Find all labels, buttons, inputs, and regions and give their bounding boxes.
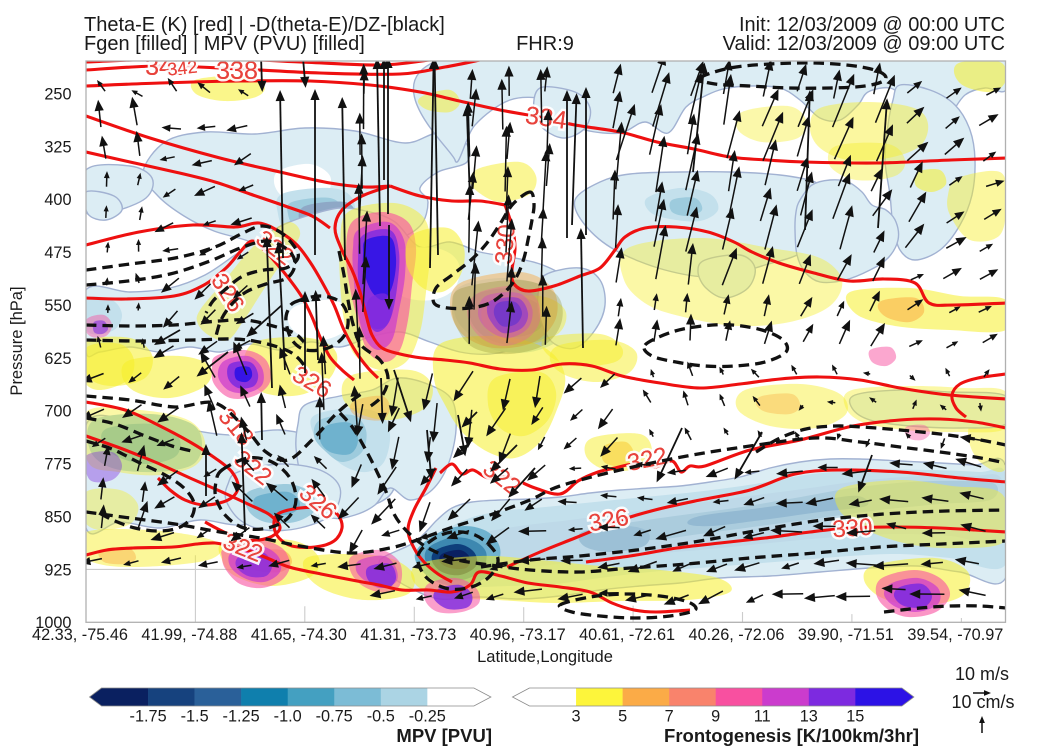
svg-text:40.96, -73.17: 40.96, -73.17	[470, 626, 566, 644]
svg-text:MPV [PVU]: MPV [PVU]	[396, 725, 492, 746]
svg-text:Init: 12/03/2009 @ 00:00 UTC: Init: 12/03/2009 @ 00:00 UTC	[739, 14, 1005, 36]
svg-text:-0.25: -0.25	[409, 708, 446, 726]
svg-text:Theta-E (K) [red] | -D(theta-E: Theta-E (K) [red] | -D(theta-E)/DZ-[blac…	[84, 14, 445, 36]
svg-text:850: 850	[44, 509, 71, 527]
svg-text:Pressure [hPa]: Pressure [hPa]	[8, 286, 26, 395]
svg-text:475: 475	[44, 244, 71, 262]
svg-text:Fgen [filled] | MPV (PVU) [fil: Fgen [filled] | MPV (PVU) [filled]	[84, 33, 365, 55]
svg-text:550: 550	[44, 297, 71, 315]
svg-text:Valid: 12/03/2009 @ 09:00 UTC: Valid: 12/03/2009 @ 09:00 UTC	[723, 33, 1005, 55]
svg-text:13: 13	[800, 708, 818, 726]
svg-text:39.54, -70.97: 39.54, -70.97	[907, 626, 1003, 644]
svg-text:Frontogenesis [K/100km/3hr]: Frontogenesis [K/100km/3hr]	[664, 725, 919, 746]
svg-text:400: 400	[44, 191, 71, 209]
svg-text:11: 11	[754, 708, 771, 726]
svg-text:1000: 1000	[35, 614, 71, 632]
svg-text:625: 625	[44, 350, 71, 368]
svg-text:3: 3	[571, 708, 580, 726]
svg-text:342: 342	[145, 53, 187, 81]
svg-text:250: 250	[44, 85, 71, 103]
svg-text:775: 775	[44, 456, 71, 474]
svg-text:338: 338	[216, 57, 258, 85]
svg-text:39.90, -71.51: 39.90, -71.51	[798, 626, 894, 644]
svg-text:700: 700	[44, 403, 71, 421]
svg-text:342: 342	[145, 53, 187, 81]
svg-text:-1.25: -1.25	[223, 708, 260, 726]
svg-text:-1.5: -1.5	[181, 708, 209, 726]
svg-text:41.65, -74.30: 41.65, -74.30	[251, 626, 347, 644]
svg-text:338: 338	[216, 57, 258, 85]
svg-text:9: 9	[711, 708, 720, 726]
svg-text:Latitude,Longitude: Latitude,Longitude	[477, 648, 613, 666]
svg-text:40.26, -72.06: 40.26, -72.06	[689, 626, 785, 644]
svg-text:5: 5	[618, 708, 627, 726]
svg-text:41.31, -73.73: 41.31, -73.73	[360, 626, 456, 644]
svg-text:40.61, -72.61: 40.61, -72.61	[579, 626, 675, 644]
svg-text:42.33, -75.46: 42.33, -75.46	[32, 626, 128, 644]
svg-text:330: 330	[490, 223, 520, 265]
svg-text:-0.5: -0.5	[367, 708, 395, 726]
svg-text:-1.75: -1.75	[130, 708, 167, 726]
svg-text:FHR:9: FHR:9	[516, 33, 574, 55]
svg-text:-1.0: -1.0	[274, 708, 302, 726]
svg-text:342: 342	[166, 57, 198, 80]
svg-text:10 cm/s: 10 cm/s	[951, 692, 1014, 712]
svg-text:10 m/s: 10 m/s	[955, 664, 1009, 684]
svg-text:-0.75: -0.75	[316, 708, 353, 726]
svg-text:925: 925	[44, 561, 71, 579]
svg-text:325: 325	[44, 138, 71, 156]
svg-text:7: 7	[665, 708, 674, 726]
svg-text:330: 330	[832, 514, 874, 544]
svg-text:15: 15	[846, 708, 864, 726]
svg-text:342: 342	[166, 57, 198, 80]
svg-text:41.99, -74.88: 41.99, -74.88	[141, 626, 237, 644]
svg-text:330: 330	[832, 514, 874, 544]
